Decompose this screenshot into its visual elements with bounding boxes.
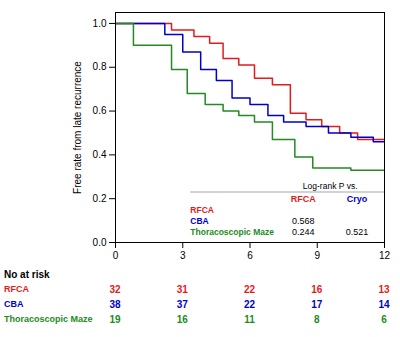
svg-text:Log-rank P vs.: Log-rank P vs. — [303, 181, 358, 191]
svg-text:9: 9 — [314, 250, 320, 261]
svg-text:0.244: 0.244 — [292, 227, 315, 237]
svg-text:8: 8 — [314, 314, 320, 325]
svg-text:6: 6 — [247, 250, 253, 261]
svg-text:3: 3 — [180, 250, 186, 261]
svg-text:38: 38 — [109, 299, 121, 310]
svg-text:0.4: 0.4 — [93, 149, 107, 160]
svg-text:19: 19 — [109, 314, 121, 325]
svg-text:12: 12 — [379, 250, 391, 261]
svg-text:CBA: CBA — [190, 216, 208, 226]
svg-text:31: 31 — [177, 284, 189, 295]
svg-text:RFCA: RFCA — [4, 284, 29, 294]
svg-text:Thoracoscopic Maze: Thoracoscopic Maze — [190, 227, 274, 237]
svg-text:22: 22 — [244, 284, 256, 295]
svg-text:0.6: 0.6 — [93, 105, 107, 116]
svg-text:22: 22 — [244, 299, 256, 310]
svg-text:Free rate from late recurrence: Free rate from late recurrence — [72, 61, 83, 194]
svg-text:17: 17 — [311, 299, 323, 310]
svg-text:0.2: 0.2 — [93, 193, 107, 204]
svg-text:RFCA: RFCA — [190, 205, 214, 215]
svg-text:0.0: 0.0 — [93, 237, 107, 248]
svg-text:11: 11 — [244, 314, 255, 325]
svg-text:Cryo: Cryo — [347, 194, 368, 204]
svg-text:14: 14 — [378, 299, 390, 310]
svg-text:16: 16 — [311, 284, 323, 295]
svg-text:13: 13 — [378, 284, 390, 295]
svg-text:0.8: 0.8 — [93, 61, 107, 72]
svg-text:6: 6 — [381, 314, 387, 325]
svg-text:CBA: CBA — [4, 299, 24, 309]
svg-text:0.568: 0.568 — [292, 216, 315, 226]
svg-text:RFCA: RFCA — [291, 194, 316, 204]
svg-text:0.521: 0.521 — [346, 227, 369, 237]
svg-text:32: 32 — [109, 284, 121, 295]
svg-text:0: 0 — [113, 250, 119, 261]
svg-text:Thoracoscopic Maze: Thoracoscopic Maze — [4, 314, 93, 324]
svg-text:1.0: 1.0 — [93, 18, 107, 29]
svg-text:No at risk: No at risk — [4, 269, 50, 280]
svg-text:16: 16 — [177, 314, 189, 325]
svg-text:37: 37 — [177, 299, 189, 310]
